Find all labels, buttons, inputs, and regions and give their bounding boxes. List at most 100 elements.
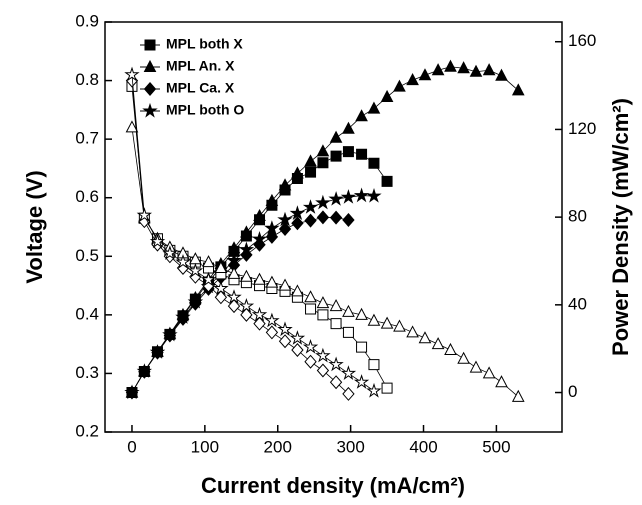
marker [457, 351, 470, 364]
legend-marker [144, 39, 156, 51]
marker [265, 229, 279, 244]
y-tick-label: 0.9 [75, 11, 99, 30]
marker [317, 157, 329, 169]
marker [253, 272, 266, 285]
marker [495, 375, 508, 388]
marker [226, 252, 242, 268]
marker [214, 260, 228, 273]
marker [162, 245, 178, 260]
marker [227, 299, 241, 314]
y2-tick-label: 40 [568, 294, 587, 313]
marker [264, 220, 280, 235]
marker [342, 121, 355, 134]
marker [330, 150, 342, 162]
marker [304, 354, 317, 369]
marker [366, 382, 382, 398]
marker [304, 290, 317, 303]
marker [304, 213, 317, 228]
marker [265, 325, 279, 340]
marker [238, 298, 255, 313]
marker [278, 221, 292, 236]
marker [227, 266, 241, 279]
marker [291, 284, 304, 297]
marker [253, 316, 266, 331]
marker [291, 216, 304, 231]
marker [316, 296, 330, 309]
marker [380, 89, 394, 102]
x-axis-title: Current density (mA/cm²) [201, 473, 465, 498]
legend-marker [143, 81, 157, 97]
marker [291, 166, 304, 179]
y-tick-label: 0.5 [75, 246, 99, 265]
marker [342, 212, 355, 227]
marker [291, 342, 304, 358]
marker [240, 225, 253, 238]
marker [482, 366, 496, 379]
marker [125, 120, 139, 133]
x-tick-label: 0 [127, 437, 136, 456]
marker [367, 313, 381, 326]
marker [381, 382, 393, 394]
y-axis-title: Voltage (V) [22, 170, 47, 283]
marker [315, 194, 331, 210]
marker [353, 374, 370, 389]
marker [342, 304, 355, 317]
marker [302, 339, 319, 354]
marker [355, 307, 368, 320]
y-tick-label: 0.8 [75, 70, 99, 89]
marker [340, 365, 357, 381]
marker [381, 175, 393, 187]
y2-tick-label: 120 [568, 119, 596, 138]
marker [202, 255, 215, 268]
marker [366, 187, 382, 203]
marker [136, 207, 153, 222]
marker [316, 363, 330, 378]
marker [393, 319, 406, 332]
plot-frame [104, 21, 563, 433]
marker [367, 101, 381, 114]
marker [328, 356, 344, 372]
marker [289, 330, 306, 345]
y-tick-label: 0.3 [75, 363, 99, 382]
marker [316, 144, 330, 157]
y-tick-label: 0.2 [75, 421, 99, 440]
marker [444, 59, 457, 72]
marker [316, 210, 330, 225]
marker [240, 269, 253, 282]
marker [431, 337, 445, 350]
x-tick-label: 300 [336, 437, 364, 456]
marker [418, 331, 432, 344]
marker [278, 334, 292, 349]
marker [187, 262, 204, 278]
marker [238, 241, 255, 257]
y-tick-label: 0.4 [75, 304, 99, 323]
marker [356, 341, 368, 353]
marker [277, 321, 293, 337]
marker [124, 384, 140, 400]
marker [315, 347, 331, 363]
marker [277, 211, 293, 227]
marker [317, 309, 329, 321]
marker [511, 389, 525, 402]
marker [136, 363, 153, 378]
marker [342, 386, 355, 401]
marker [328, 191, 344, 206]
marker [251, 306, 268, 322]
marker [406, 73, 419, 86]
marker [278, 178, 292, 191]
marker [265, 193, 279, 206]
marker [406, 325, 419, 338]
marker [175, 254, 191, 269]
marker [511, 83, 525, 96]
marker [213, 280, 229, 296]
marker [418, 68, 432, 81]
marker [278, 278, 292, 291]
marker [175, 309, 191, 324]
legend-label: MPL both X [166, 36, 243, 52]
marker [253, 208, 266, 222]
y2-axis-title: Power Density (mW/cm²) [608, 98, 633, 356]
marker [240, 307, 253, 322]
marker [302, 199, 319, 214]
legend-label: MPL Ca. X [166, 80, 235, 96]
